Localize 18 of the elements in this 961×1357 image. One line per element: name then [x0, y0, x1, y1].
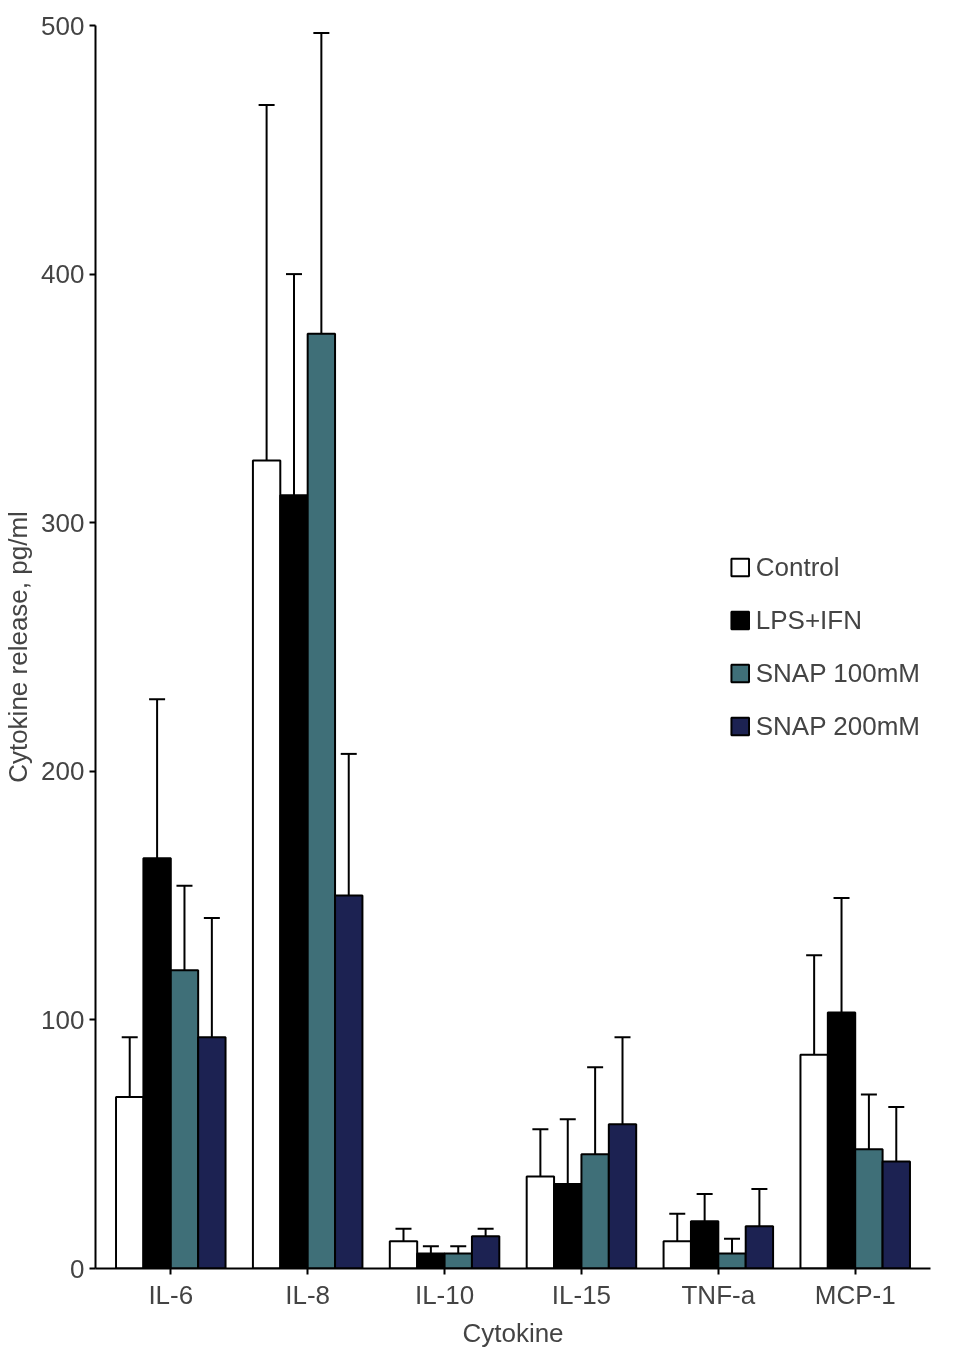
y-tick-label: 100 — [41, 1004, 85, 1035]
y-tick-label: 500 — [41, 10, 85, 41]
legend-label: SNAP 100mM — [755, 657, 920, 689]
legend-label: Control — [755, 551, 840, 583]
x-tick-label: MCP-1 — [814, 1279, 896, 1310]
y-tick-label: 300 — [41, 507, 85, 538]
x-tick-label: TNF-a — [681, 1279, 756, 1310]
legend-label: SNAP 200mM — [755, 710, 920, 742]
x-tick-label: IL-15 — [551, 1279, 612, 1310]
legend-label: LPS+IFN — [755, 604, 862, 636]
y-tick-label: 200 — [41, 756, 85, 787]
y-tick-label: 400 — [41, 259, 85, 290]
x-tick-label: IL-6 — [148, 1279, 194, 1310]
y-tick-label: 0 — [70, 1253, 85, 1284]
x-axis-title: Cytokine — [462, 1317, 564, 1348]
x-tick-label: IL-8 — [285, 1279, 331, 1310]
y-axis-title: Cytokine release, pg/ml — [3, 511, 34, 783]
x-tick-label: IL-10 — [414, 1279, 475, 1310]
